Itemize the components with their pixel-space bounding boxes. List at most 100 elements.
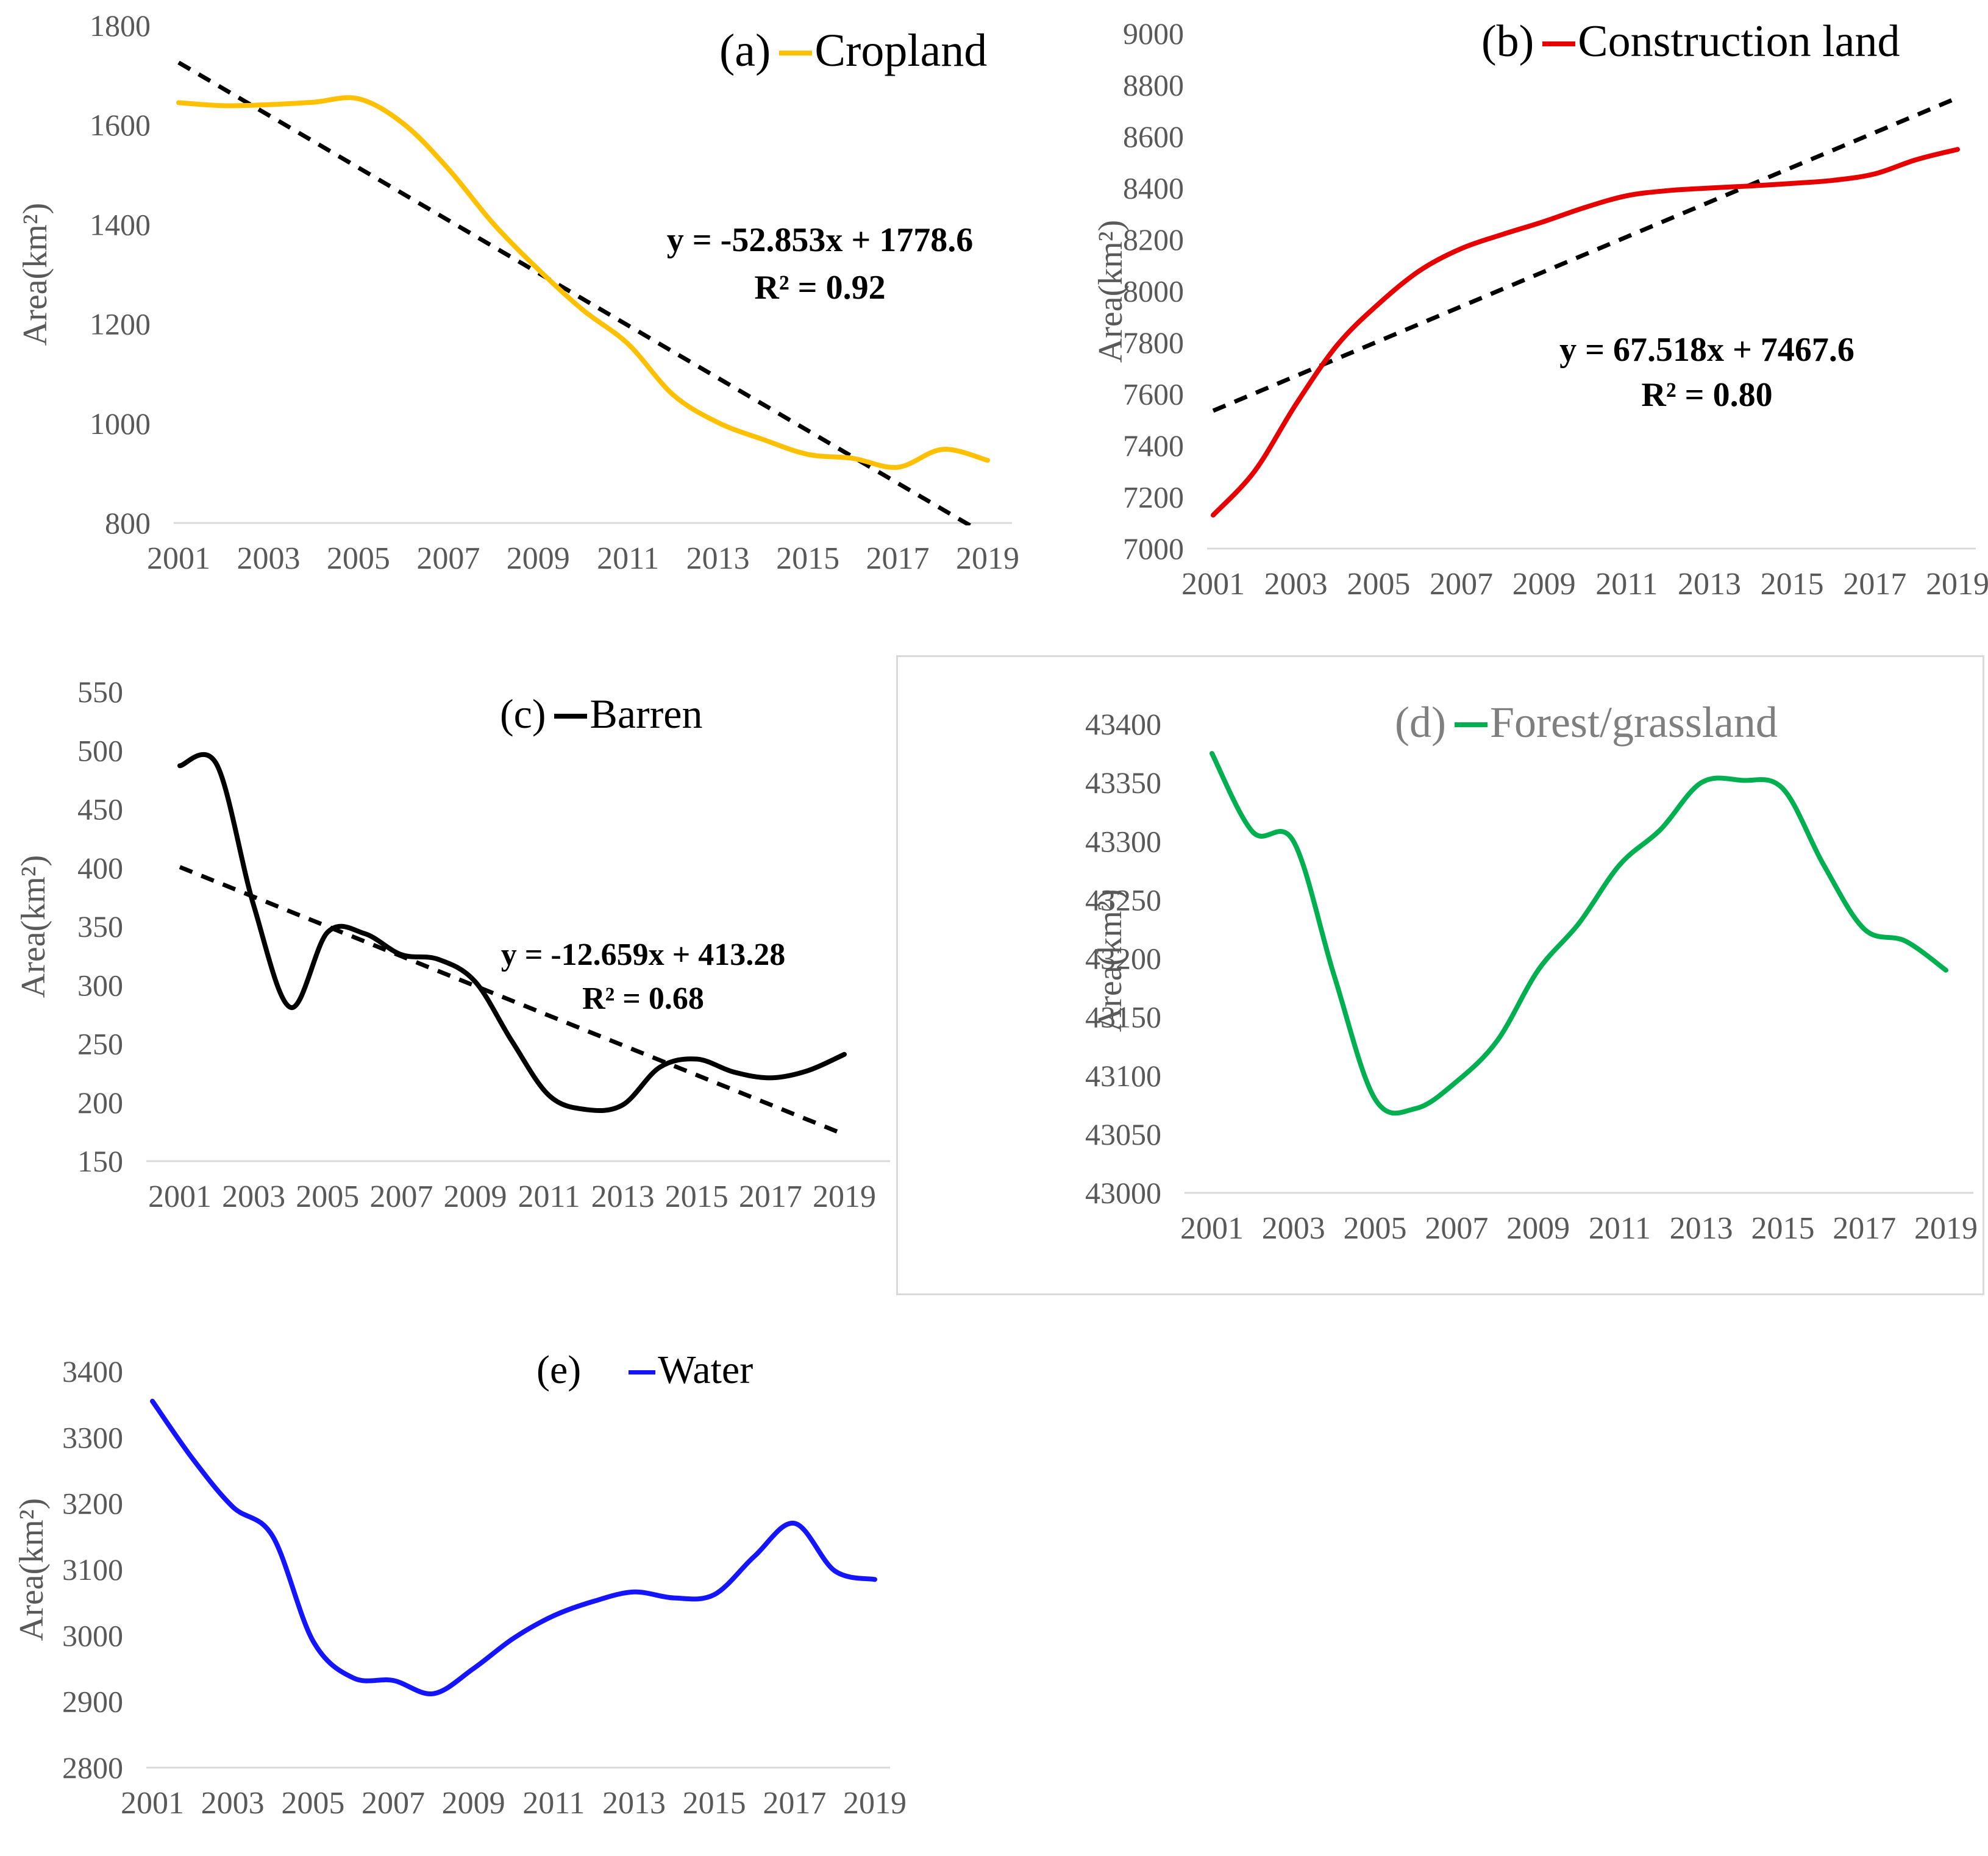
y-tick-label: 9000 bbox=[1123, 16, 1184, 51]
x-tick-label: 2003 bbox=[222, 1179, 285, 1214]
x-tick-label: 2011 bbox=[518, 1179, 580, 1214]
panel-label: (c) bbox=[500, 691, 546, 737]
series-line-b bbox=[1211, 147, 1960, 518]
legend-label: Water bbox=[658, 1348, 754, 1392]
x-tick-label: 2013 bbox=[686, 541, 750, 576]
x-tick-label: 2003 bbox=[1262, 1211, 1325, 1246]
y-tick-label: 7000 bbox=[1123, 532, 1184, 566]
trendline-annotation: y = 67.518x + 7467.6 R² = 0.80 bbox=[1475, 328, 1939, 418]
x-tick-label: 2007 bbox=[1430, 567, 1493, 602]
legend-line-icon bbox=[779, 50, 813, 55]
y-tick-label: 500 bbox=[77, 733, 123, 767]
chart-panel-barren: Area(km²) (c) Barren y = -12.659x + 413.… bbox=[0, 664, 914, 1280]
chart-title: (d) Forest/grassland bbox=[1395, 697, 1778, 748]
y-tick-label: 3300 bbox=[62, 1420, 123, 1454]
x-tick-label: 2011 bbox=[1589, 1211, 1651, 1246]
y-tick-label: 43400 bbox=[1085, 707, 1161, 741]
x-tick-label: 2013 bbox=[602, 1786, 666, 1821]
y-tick-label: 8000 bbox=[1123, 274, 1184, 308]
x-tick-label: 2019 bbox=[843, 1786, 907, 1821]
plot-area-construction: 9000 8800 8600 8400 8200 8000 7800 7600 7400 7200… bbox=[1123, 16, 1988, 602]
y-axis-title: Area(km²) bbox=[13, 1498, 51, 1641]
y-tick-label: 1400 bbox=[90, 207, 151, 241]
series-line-d bbox=[1210, 751, 1948, 1116]
x-tick-label: 2015 bbox=[776, 541, 839, 576]
legend-label: Cropland bbox=[814, 25, 988, 76]
x-tick-label: 2009 bbox=[1506, 1211, 1570, 1246]
x-tick-label: 2013 bbox=[1678, 567, 1741, 602]
y-tick-label: 8600 bbox=[1123, 119, 1184, 154]
y-tick-label: 3000 bbox=[62, 1618, 123, 1652]
y-tick-label: 43000 bbox=[1085, 1176, 1161, 1210]
y-tick-label: 7600 bbox=[1123, 377, 1184, 411]
chart-panel-construction-land: Area(km²) (b) Construction land y = 67.5… bbox=[1067, 0, 1988, 646]
chart-panel-forest-grassland: Area(km²) (d) Forest/grassland 43400 4335… bbox=[896, 655, 1984, 1295]
x-tick-label: 2001 bbox=[1181, 567, 1245, 602]
y-tick-label: 7400 bbox=[1123, 428, 1184, 463]
x-tick-label: 2003 bbox=[237, 541, 300, 576]
chart-title: (b) Construction land bbox=[1481, 16, 1900, 68]
y-tick-label: 43250 bbox=[1085, 883, 1161, 917]
trendline bbox=[179, 865, 846, 1137]
trendline-annotation: y = -52.853x + 1778.6 R² = 0.92 bbox=[625, 216, 1015, 312]
y-axis-title: Area(km²) bbox=[16, 202, 54, 346]
y-tick-label: 450 bbox=[77, 792, 123, 827]
panel-label: (a) bbox=[719, 25, 771, 76]
x-tick-label: 2017 bbox=[763, 1786, 826, 1821]
x-tick-label: 2015 bbox=[1751, 1211, 1814, 1246]
x-tick-label: 2007 bbox=[369, 1179, 433, 1214]
y-tick-label: 8800 bbox=[1123, 68, 1184, 102]
x-tick-label: 2011 bbox=[522, 1786, 585, 1821]
x-tick-label: 2017 bbox=[1833, 1211, 1896, 1246]
y-tick-label: 43050 bbox=[1085, 1117, 1161, 1151]
legend-label: Forest/grassland bbox=[1489, 698, 1778, 747]
y-tick-label: 3100 bbox=[62, 1552, 123, 1587]
chart-title: (c) Barren bbox=[500, 690, 703, 738]
panel-label: (d) bbox=[1395, 698, 1446, 747]
chart-title: (a) Cropland bbox=[719, 24, 987, 77]
series-line-a bbox=[176, 95, 990, 470]
y-tick-label: 550 bbox=[77, 675, 123, 709]
y-tick-label: 2800 bbox=[62, 1751, 123, 1785]
x-tick-label: 2009 bbox=[442, 1786, 505, 1821]
series-line-c bbox=[177, 752, 847, 1114]
x-tick-label: 2009 bbox=[507, 541, 570, 576]
y-tick-label: 1200 bbox=[90, 307, 151, 341]
panel-label: (b) bbox=[1481, 16, 1534, 66]
x-tick-label: 2019 bbox=[1926, 567, 1988, 602]
trendline-r2: R² = 0.80 bbox=[1641, 375, 1773, 414]
legend-line-icon bbox=[1454, 722, 1487, 727]
y-tick-label: 7200 bbox=[1123, 480, 1184, 514]
y-tick-label: 7800 bbox=[1123, 325, 1184, 360]
series-line-e bbox=[150, 1398, 877, 1696]
x-tick-label: 2009 bbox=[1512, 567, 1576, 602]
x-tick-label: 2005 bbox=[1347, 567, 1410, 602]
y-tick-label: 2900 bbox=[62, 1685, 123, 1719]
x-tick-label: 2019 bbox=[813, 1179, 876, 1214]
plot-area-forest: 43400 43350 43300 43250 43200 43150 43100 43050… bbox=[1085, 707, 1978, 1246]
chart-panel-cropland: Area(km²) (a) Cropland y = -52.853x + 17… bbox=[0, 0, 1036, 610]
y-tick-label: 150 bbox=[77, 1144, 123, 1178]
x-tick-label: 2017 bbox=[866, 541, 930, 576]
y-tick-label: 43100 bbox=[1085, 1059, 1161, 1093]
y-tick-label: 43300 bbox=[1085, 824, 1161, 858]
x-tick-label: 2011 bbox=[1595, 567, 1658, 602]
legend-label: Barren bbox=[590, 691, 703, 737]
x-tick-label: 2015 bbox=[665, 1179, 729, 1214]
x-tick-label: 2001 bbox=[121, 1786, 184, 1821]
trendline-r2: R² = 0.92 bbox=[754, 269, 886, 307]
x-tick-label: 2015 bbox=[1761, 567, 1824, 602]
x-tick-label: 2009 bbox=[443, 1179, 507, 1214]
legend-line-icon bbox=[554, 713, 588, 719]
x-tick-label: 2007 bbox=[1425, 1211, 1488, 1246]
x-tick-label: 2003 bbox=[201, 1786, 265, 1821]
y-tick-label: 43350 bbox=[1085, 766, 1161, 800]
y-tick-label: 43150 bbox=[1085, 1000, 1161, 1034]
y-tick-label: 1800 bbox=[90, 9, 151, 43]
trendline-equation: y = 67.518x + 7467.6 bbox=[1559, 331, 1854, 369]
y-axis-title: Area(km²) bbox=[1092, 219, 1130, 363]
x-tick-label: 2001 bbox=[1180, 1211, 1244, 1246]
